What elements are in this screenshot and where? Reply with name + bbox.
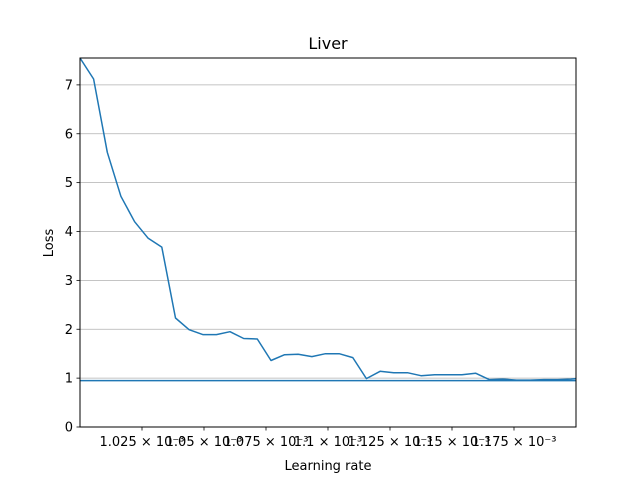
series-layer bbox=[79, 57, 577, 381]
y-tick-label: 2 bbox=[65, 323, 73, 338]
x-tick-label: 1.05 × 10⁻³ bbox=[166, 435, 243, 450]
y-tick-label: 3 bbox=[65, 274, 73, 289]
y-tick-label: 7 bbox=[65, 78, 73, 93]
y-tick-label: 0 bbox=[65, 421, 73, 436]
loss-series-line bbox=[79, 57, 577, 381]
x-tick-label: 1.125 × 10⁻³ bbox=[348, 435, 433, 450]
y-axis-label: Loss bbox=[42, 229, 57, 258]
x-tick-label: 1.1 × 10⁻³ bbox=[294, 435, 362, 450]
x-axis-label: Learning rate bbox=[285, 459, 372, 474]
x-tick-label: 1.15 × 10⁻³ bbox=[414, 435, 491, 450]
x-axis: 1.025 × 10⁻³1.05 × 10⁻³1.075 × 10⁻³1.1 ×… bbox=[100, 427, 557, 450]
x-tick-label: 1.025 × 10⁻³ bbox=[100, 435, 185, 450]
y-axis: 0 1 2 3 4 5 6 7 bbox=[65, 78, 80, 436]
y-tick-label: 6 bbox=[65, 127, 73, 142]
y-tick-label: 1 bbox=[65, 372, 73, 387]
y-tick-label: 5 bbox=[65, 176, 73, 191]
y-gridlines bbox=[80, 84, 576, 428]
x-tick-label: 1.175 × 10⁻³ bbox=[472, 435, 557, 450]
x-tick-label: 1.075 × 10⁻³ bbox=[224, 435, 309, 450]
y-tick-label: 4 bbox=[65, 225, 73, 240]
chart-title: Liver bbox=[308, 34, 348, 53]
